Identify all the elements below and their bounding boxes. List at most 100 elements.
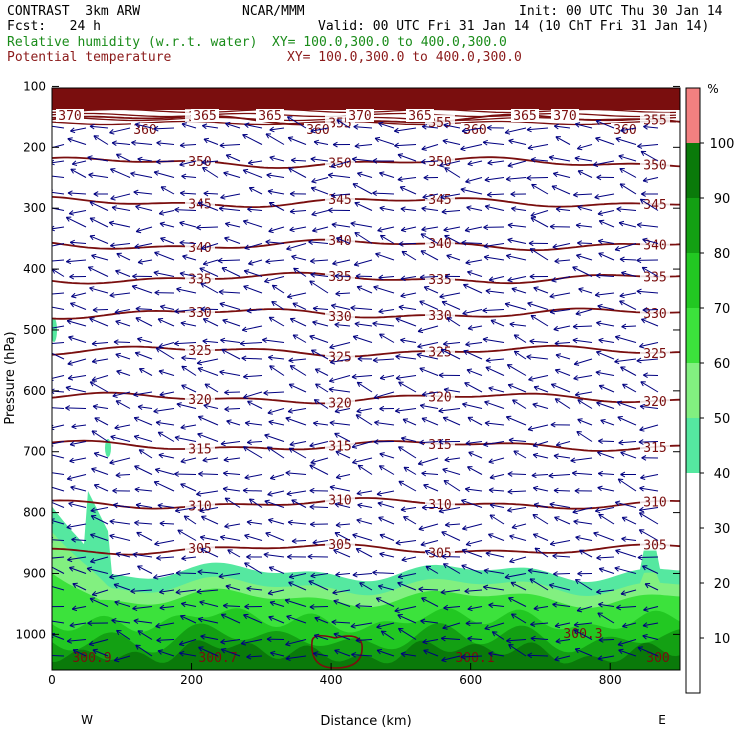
wind-vector-head (532, 445, 539, 448)
x-tick-label: 400 (320, 673, 343, 687)
wind-vector-head (462, 310, 467, 315)
wind-vector-head (379, 172, 384, 177)
wind-vector-head (288, 383, 293, 389)
wind-vector (441, 301, 461, 310)
wind-vector (137, 158, 153, 162)
wind-vector-head (312, 321, 317, 326)
wind-vector (445, 523, 461, 526)
wind-vector-head (309, 334, 315, 337)
wind-vector (179, 242, 197, 244)
wind-vector-head (199, 507, 204, 512)
wind-vector-head (312, 539, 318, 544)
wind-vector-head (180, 483, 185, 489)
wind-vector-head (596, 174, 602, 178)
wind-vector-head (442, 624, 447, 629)
wind-vector (262, 339, 285, 343)
field2-xy: XY= 100.0,300.0 to 400.0,300.0 (287, 50, 522, 65)
wind-vector-head (530, 156, 536, 160)
wind-vector-head (220, 614, 225, 619)
wind-vector (52, 407, 65, 409)
wind-vector-head (554, 369, 559, 374)
wind-vector-head (355, 275, 361, 280)
wind-vector-head (511, 527, 517, 530)
wind-vector (485, 205, 505, 211)
wind-vector-head (485, 204, 491, 207)
wind-vector-head (377, 227, 382, 232)
wind-vector (94, 452, 109, 459)
wind-vector-head (138, 368, 143, 374)
wind-vector (506, 255, 527, 261)
wind-vector-head (533, 452, 539, 456)
wind-vector (197, 571, 219, 574)
wind-vector-head (419, 439, 424, 444)
wind-vector-head (334, 407, 340, 412)
wind-vector (224, 408, 241, 410)
wind-vector-head (310, 462, 316, 465)
wind-vector-head (615, 549, 621, 551)
wind-vector (487, 193, 505, 196)
wind-vector-head (312, 230, 318, 233)
wind-vector-head (506, 637, 511, 642)
wind-vector-head (378, 584, 384, 587)
wind-vector-head (247, 401, 251, 406)
wind-vector-head (156, 140, 162, 144)
wind-vector (175, 589, 197, 593)
wind-vector-head (510, 191, 516, 195)
wind-vector-head (488, 461, 494, 464)
wind-vector (180, 192, 197, 195)
wind-vector-head (505, 416, 510, 421)
wind-vector (639, 342, 659, 348)
wind-vector (355, 605, 373, 607)
wind-vector (528, 375, 549, 381)
wind-vector (549, 584, 571, 591)
wind-vector-head (555, 206, 561, 210)
wind-vector-head (181, 123, 186, 128)
wind-vector-head (109, 533, 115, 536)
wind-vector (444, 167, 461, 178)
wind-vector (467, 638, 483, 640)
wind-vector (397, 154, 417, 162)
wind-vector-head (420, 618, 426, 622)
wind-vector-head (355, 605, 361, 609)
wind-vector-head (576, 431, 580, 437)
wind-vector (328, 174, 351, 178)
wind-vector-head (488, 489, 494, 494)
wind-vector-head (488, 651, 494, 654)
y-tick-label: 900 (23, 566, 46, 580)
wind-vector (91, 375, 109, 381)
wind-vector (397, 614, 417, 624)
wind-vector (509, 535, 527, 541)
wind-vector-head (328, 388, 334, 393)
wind-vector-head (446, 254, 452, 256)
wind-vector-head (130, 171, 136, 174)
wind-vector-head (597, 303, 603, 307)
wind-vector-head (329, 358, 335, 363)
theta-label: 370 (58, 109, 81, 124)
theta-label: 310 (188, 499, 211, 514)
wind-vector-head (268, 231, 274, 234)
wind-vector-head (156, 142, 161, 146)
wind-vector (92, 358, 109, 363)
wind-vector-head (636, 288, 642, 292)
wind-vector-head (638, 512, 643, 518)
wind-vector (243, 446, 263, 459)
wind-vector-head (290, 157, 296, 161)
wind-vector-head (488, 276, 494, 281)
wind-vector (354, 144, 373, 147)
wind-vector (354, 232, 373, 244)
wind-vector-head (421, 145, 426, 150)
wind-vector-head (598, 337, 604, 341)
wind-vector-head (461, 498, 467, 501)
wind-vector-head (132, 273, 138, 277)
wind-vector-head (482, 310, 488, 314)
wind-vector-head (400, 437, 406, 442)
wind-vector (400, 507, 417, 511)
wind-vector-head (179, 190, 186, 194)
wind-vector (439, 292, 461, 298)
wind-vector-head (289, 193, 295, 197)
theta-label: 345 (643, 198, 666, 213)
wind-vector-head (462, 528, 468, 531)
wind-vector-head (397, 628, 402, 634)
wind-vector-head (508, 437, 514, 441)
wind-vector (420, 540, 439, 546)
